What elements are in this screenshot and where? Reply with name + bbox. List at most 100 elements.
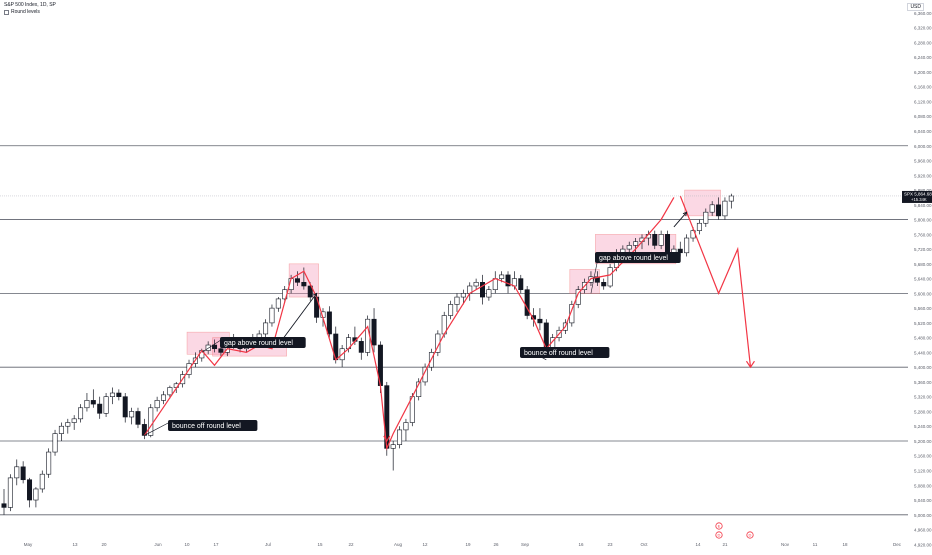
candle[interactable] [518,274,524,294]
candle[interactable] [633,238,639,253]
candle[interactable] [97,396,103,419]
candle[interactable] [27,477,33,508]
price-tick-label: 6,240.00 [914,55,932,60]
candle[interactable] [1,488,7,515]
candle[interactable] [537,308,543,331]
candle[interactable] [109,387,115,405]
price-tick-label: 5,240.00 [914,424,932,429]
candle[interactable] [358,337,364,360]
trend-arrow[interactable] [673,211,688,228]
candle[interactable] [652,230,658,250]
price-tick-label: 6,280.00 [914,40,932,45]
candle[interactable] [524,285,530,320]
candle[interactable] [58,422,64,441]
zone-highlight[interactable] [684,189,721,217]
candle[interactable] [33,487,39,508]
candle[interactable] [46,448,52,478]
trend-arrow[interactable] [277,293,317,346]
candle[interactable] [454,293,460,312]
candle[interactable] [684,234,690,257]
candle[interactable] [78,404,84,423]
candle[interactable] [294,271,300,286]
svg-text:gap above round level: gap above round level [224,340,293,347]
candle[interactable] [14,459,20,486]
time-tick-label: 13 [72,542,78,547]
candle[interactable] [65,418,71,434]
candle[interactable] [7,474,13,512]
annotation-label[interactable]: bounce off round level [520,347,610,361]
candle[interactable] [422,363,428,386]
candle[interactable] [505,271,511,294]
candle[interactable] [116,389,122,401]
time-tick-label: Jun [154,542,162,547]
indicator-row[interactable]: Round levels [4,9,56,16]
candle[interactable] [658,230,664,250]
price-tick-label: 6,200.00 [914,70,932,75]
current-price-badge[interactable]: SPX 5,864.68+15.34K [902,190,932,203]
candle[interactable] [205,341,211,355]
candle[interactable] [269,304,275,327]
candle[interactable] [90,389,96,408]
event-marker-icon[interactable]: E [715,522,723,530]
candle[interactable] [275,297,281,312]
candle[interactable] [473,278,479,290]
time-tick-label: 14 [695,542,701,547]
candle[interactable] [409,393,415,427]
chart-legend: S&P 500 Index, 1D, SP Round levels [4,2,56,16]
candle[interactable] [148,404,154,438]
candle[interactable] [397,426,403,449]
candle[interactable] [371,308,377,353]
candle[interactable] [212,339,218,353]
candle[interactable] [326,306,332,338]
annotation-label[interactable]: gap above round level [201,337,306,353]
candle[interactable] [154,396,160,412]
currency-label[interactable]: USD [907,3,924,11]
event-marker-icon[interactable]: D [746,531,754,539]
candle[interactable] [607,263,613,288]
candle[interactable] [709,201,715,216]
candle[interactable] [20,461,26,484]
time-tick-label: 18 [842,542,848,547]
event-marker-icon[interactable]: D [715,531,723,539]
annotation-label[interactable]: gap above round level [590,252,681,294]
price-tick-label: 5,080.00 [914,483,932,488]
candle[interactable] [39,470,45,493]
candle[interactable] [716,197,722,220]
candle[interactable] [479,274,485,305]
candle[interactable] [390,440,396,471]
price-tick-label: 5,480.00 [914,336,932,341]
annotation-label[interactable]: bounce off round level [144,420,258,436]
candle[interactable] [569,300,575,327]
price-tick-label: 4,920.00 [914,542,932,547]
candle[interactable] [103,393,109,417]
candle[interactable] [601,278,607,290]
candle[interactable] [52,429,58,456]
projection-path[interactable] [679,195,752,368]
candle[interactable] [161,391,167,405]
candle[interactable] [460,289,466,305]
candle[interactable] [448,300,454,320]
candle[interactable] [575,285,581,309]
candle[interactable] [71,415,77,430]
candle[interactable] [722,197,728,220]
price-tick-label: 5,800.00 [914,218,932,223]
time-tick-label: 26 [493,542,499,547]
candle[interactable] [167,385,173,399]
price-tick-label: 5,520.00 [914,321,932,326]
candle[interactable] [135,407,141,429]
price-tick-label: 6,080.00 [914,114,932,119]
candle[interactable] [403,418,409,441]
candle[interactable] [696,219,702,235]
candle[interactable] [263,319,269,338]
candle[interactable] [486,285,492,301]
candle[interactable] [84,393,90,412]
candle[interactable] [703,208,709,227]
indicator-toggle-icon[interactable] [4,10,9,15]
candle[interactable] [728,193,734,209]
time-tick-label: 23 [607,542,613,547]
candle[interactable] [129,407,135,425]
candle[interactable] [122,393,128,423]
